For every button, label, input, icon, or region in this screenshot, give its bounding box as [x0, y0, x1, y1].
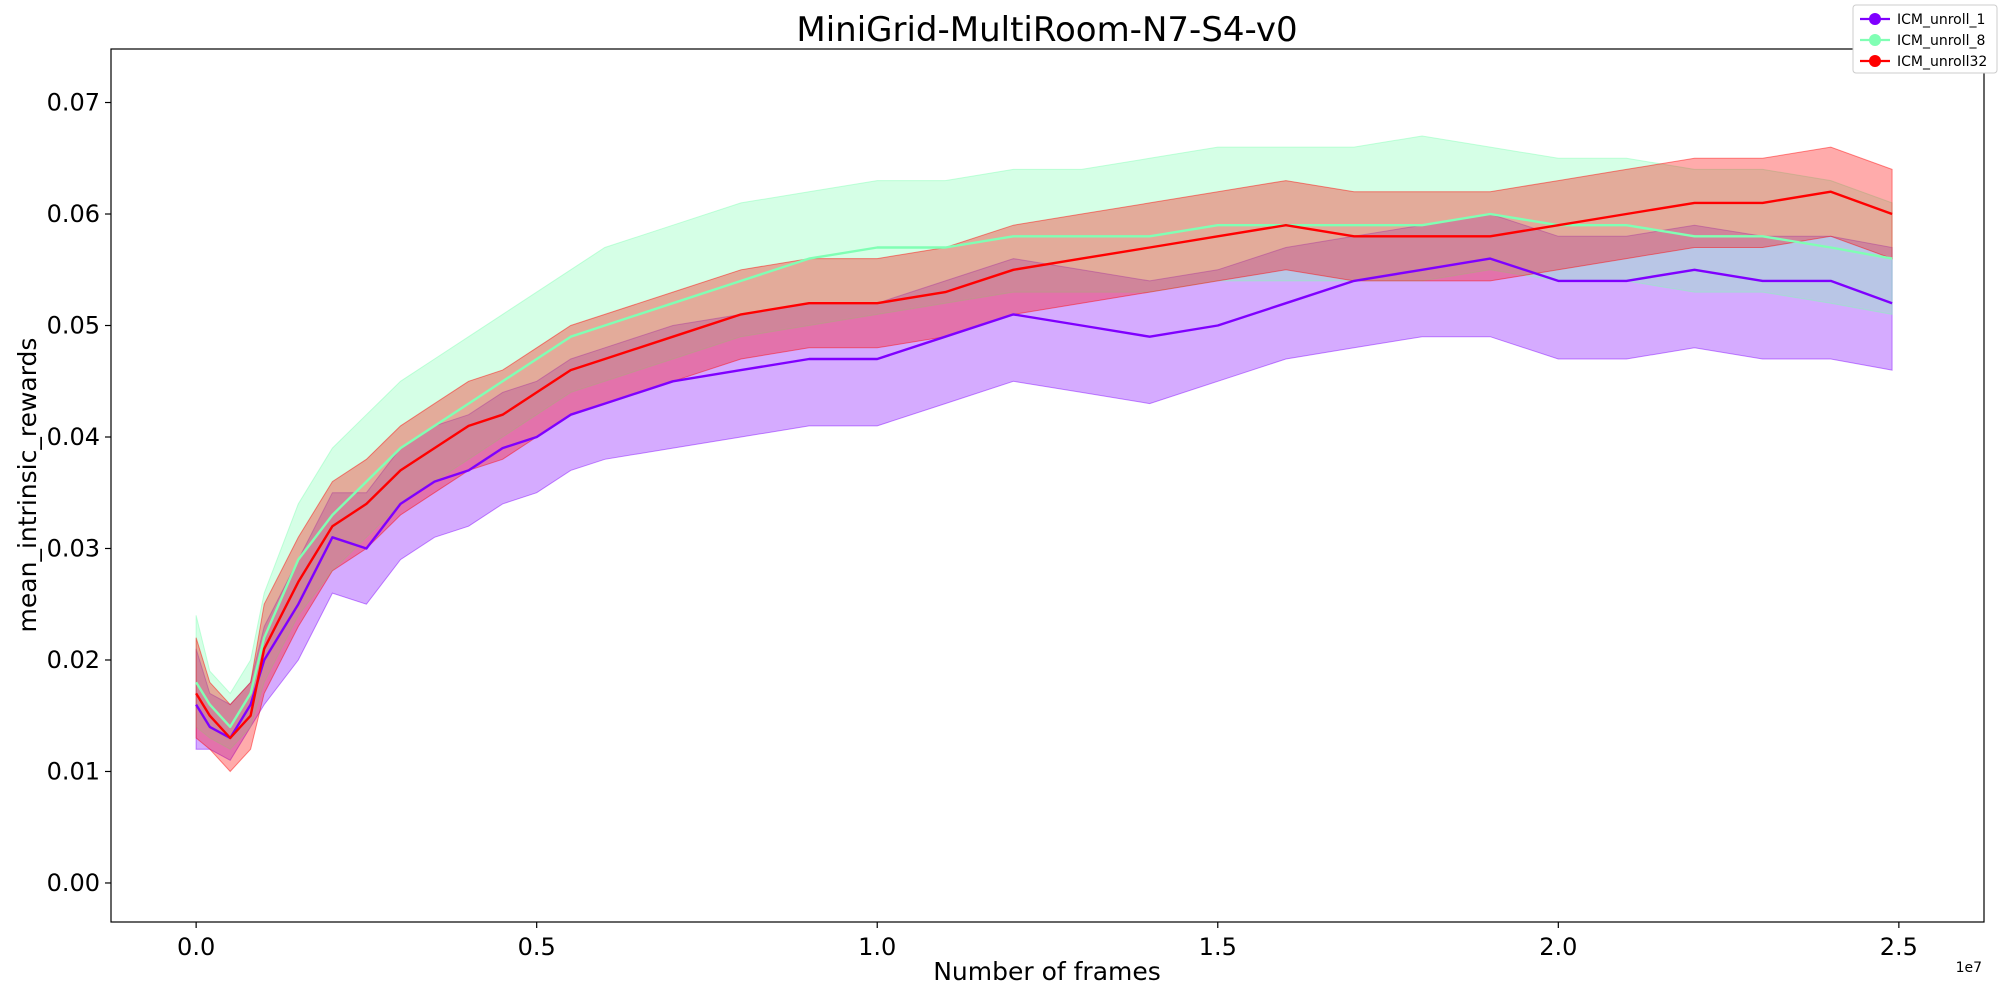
y-tick-label: 0.00: [47, 869, 100, 897]
x-tick-label: 1.0: [858, 933, 896, 961]
y-tick-label: 0.03: [47, 534, 100, 562]
x-axis-offset-label: 1e7: [1956, 960, 1982, 976]
legend-label: ICM_unroll_1: [1897, 12, 1985, 28]
series-lines: [195, 190, 1893, 740]
legend-label: ICM_unroll32: [1897, 54, 1987, 70]
legend-marker-ICM_unroll_1: [1869, 13, 1881, 25]
y-tick-label: 0.02: [47, 646, 100, 674]
confidence-bands: [195, 135, 1893, 773]
chart-title: MiniGrid-MultiRoom-N7-S4-v0: [796, 10, 1297, 50]
legend-marker-ICM_unroll32: [1869, 55, 1881, 67]
series-line-ICM_unroll32: [195, 190, 1893, 740]
legend-box: [1852, 4, 1998, 74]
x-tick-label: 0.0: [177, 933, 215, 961]
series-line-ICM_unroll_1: [195, 257, 1893, 740]
plot-area-frame: [110, 48, 1985, 923]
x-axis-label: Number of frames: [933, 957, 1161, 986]
legend-marker-ICM_unroll_8: [1869, 34, 1881, 46]
y-tick-label: 0.01: [47, 757, 100, 785]
y-tick-label: 0.07: [47, 89, 100, 117]
legend-entries: ICM_unroll_1 ICM_unroll_8 ICM_unroll32: [1860, 12, 1987, 70]
x-tick-label: 1.5: [1199, 933, 1237, 961]
confidence-band-ICM_unroll_1: [195, 213, 1893, 761]
confidence-band-ICM_unroll_8: [195, 135, 1893, 750]
x-axis-ticks: 0.0 0.5 1.0 1.5 2.0 2.5: [177, 922, 1918, 961]
x-tick-label: 0.5: [518, 933, 556, 961]
legend: ICM_unroll_1 ICM_unroll_8 ICM_unroll32: [1852, 4, 1998, 74]
x-tick-label: 2.5: [1880, 933, 1918, 961]
x-tick-label: 2.0: [1539, 933, 1577, 961]
y-tick-label: 0.04: [47, 423, 100, 451]
y-tick-label: 0.06: [47, 200, 100, 228]
legend-label: ICM_unroll_8: [1897, 33, 1985, 49]
y-tick-label: 0.05: [47, 312, 100, 340]
y-axis-ticks: 0.00 0.01 0.02 0.03 0.04 0.05 0.06 0.07: [47, 89, 111, 897]
series-line-ICM_unroll_8: [195, 212, 1893, 729]
y-axis-label: mean_intrinsic_rewards: [13, 338, 42, 633]
